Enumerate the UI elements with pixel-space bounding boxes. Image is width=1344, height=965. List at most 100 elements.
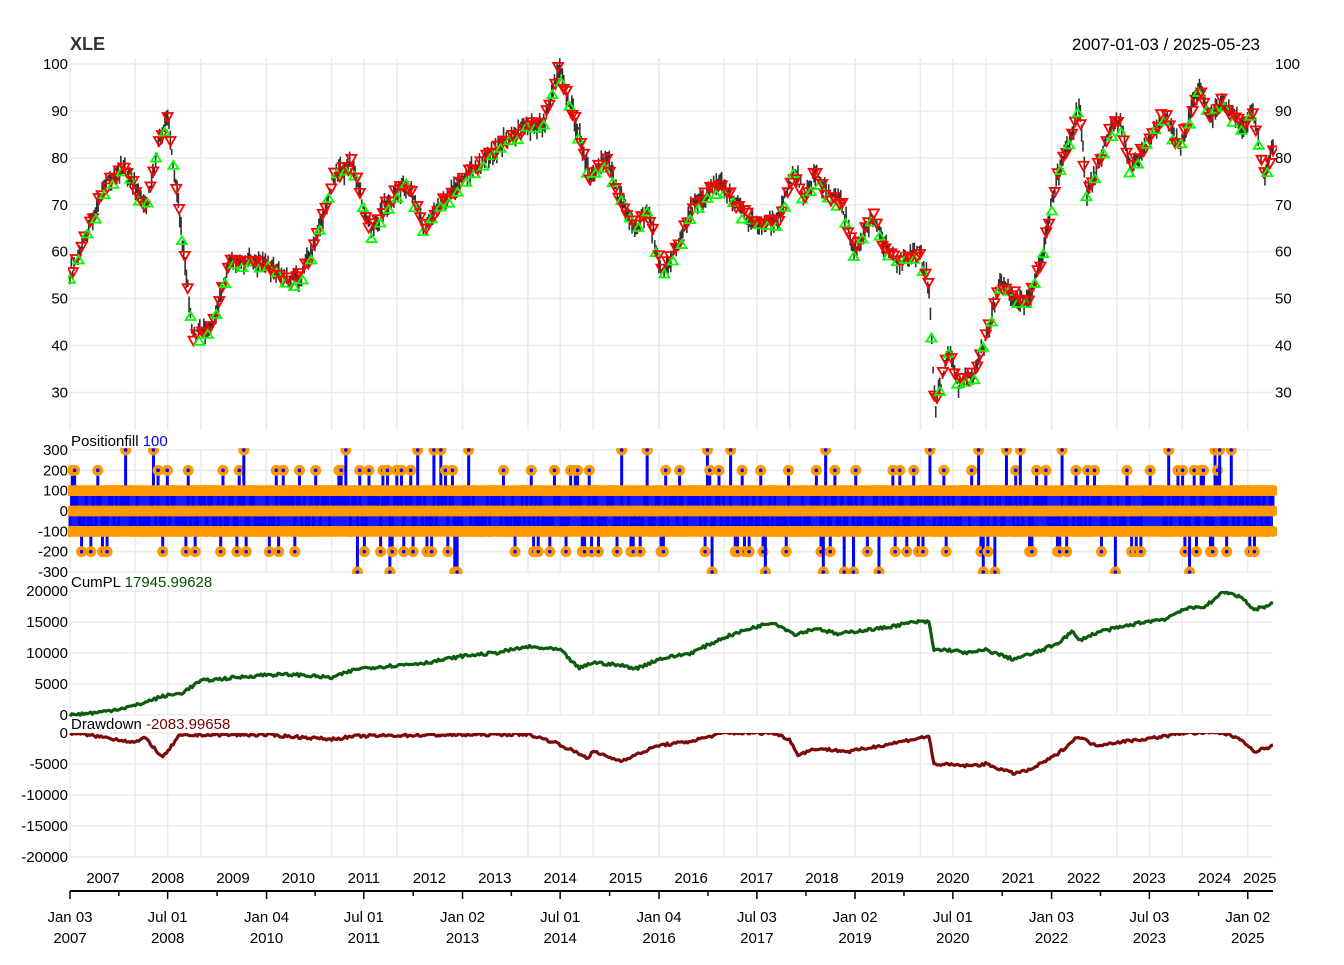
positionfill-point-center bbox=[1125, 468, 1129, 473]
positionfill-point-center bbox=[529, 468, 534, 473]
positionfill-point-center bbox=[703, 549, 707, 554]
sell-signal-marker bbox=[86, 213, 100, 226]
sell-signal-marker bbox=[534, 117, 548, 130]
positionfill-point-center bbox=[911, 468, 916, 473]
x-tick-label-year: 2017 bbox=[740, 930, 773, 947]
buy-signal-marker bbox=[985, 315, 999, 327]
drawdown-label-name: Drawdown bbox=[71, 716, 142, 733]
buy-signal-marker bbox=[924, 331, 938, 343]
positionfill-point-center bbox=[552, 468, 557, 473]
buy-signal-marker bbox=[838, 217, 852, 228]
cumpl-y-tick-label: 15000 bbox=[26, 614, 68, 631]
sell-signal-marker bbox=[1065, 128, 1079, 141]
sell-signal-marker bbox=[1163, 120, 1177, 133]
sell-signal-marker bbox=[729, 202, 743, 215]
sell-signal-marker bbox=[405, 185, 419, 198]
buy-signal-marker bbox=[873, 230, 887, 241]
year-label: 2017 bbox=[740, 870, 773, 887]
sell-signal-marker bbox=[362, 222, 376, 235]
positionfill-point-center bbox=[357, 468, 362, 473]
buy-signal-marker bbox=[166, 159, 180, 170]
x-tick-label-year: 2025 bbox=[1231, 930, 1264, 947]
x-tick-label-year: 2023 bbox=[1133, 930, 1166, 947]
sell-signal-marker bbox=[1254, 154, 1269, 167]
chart-title: XLE bbox=[70, 34, 105, 54]
buy-signal-marker bbox=[218, 277, 232, 288]
sell-signal-marker bbox=[772, 216, 786, 228]
buy-signal-marker bbox=[674, 238, 689, 249]
buy-signal-marker bbox=[1252, 139, 1266, 150]
sell-signal-marker bbox=[281, 272, 295, 285]
sell-signal-marker bbox=[758, 220, 772, 232]
sell-signal-marker bbox=[229, 255, 244, 267]
price-panel: 30 30 40 40 50 50 60 60 70 70 80 80 90 90 100 100 bbox=[43, 56, 1300, 418]
sell-signal-marker bbox=[715, 180, 729, 193]
buy-signal-marker bbox=[132, 194, 146, 206]
positionfill-point-center bbox=[587, 468, 592, 473]
buy-signal-marker bbox=[778, 201, 792, 212]
positionfill-point-center bbox=[1030, 549, 1034, 554]
sell-signal-marker bbox=[350, 172, 364, 185]
positionfill-point-center bbox=[898, 468, 902, 473]
sell-signal-marker bbox=[970, 361, 984, 374]
buy-signal-marker bbox=[80, 227, 94, 239]
buy-signal-marker bbox=[183, 310, 198, 321]
positionfill-point-center bbox=[986, 549, 990, 554]
buy-signal-marker bbox=[640, 205, 654, 217]
buy-signal-marker bbox=[795, 192, 809, 204]
positionfill-point-center bbox=[969, 468, 974, 473]
positionfill-point-center bbox=[717, 468, 721, 473]
sell-signal-marker bbox=[1246, 108, 1260, 121]
positionfill-y-tick-label: 0 bbox=[60, 503, 68, 520]
drawdown-y-tick-label: -20000 bbox=[21, 849, 68, 866]
positionfill-point-center bbox=[851, 570, 856, 574]
positionfill-point bbox=[1267, 485, 1277, 497]
sell-signal-marker bbox=[672, 239, 686, 252]
buy-signal-marker bbox=[201, 328, 215, 339]
buy-signal-marker bbox=[68, 272, 77, 284]
sell-signal-marker bbox=[344, 154, 358, 166]
sell-signal-marker bbox=[1186, 105, 1200, 118]
positionfill-point-center bbox=[1018, 448, 1023, 452]
positionfill-point-center bbox=[677, 468, 682, 473]
x-tick-label-date: Jan 03 bbox=[1029, 909, 1074, 926]
sell-signal-marker bbox=[755, 218, 769, 230]
positionfill-point-center bbox=[79, 549, 84, 554]
buy-signal-marker bbox=[554, 76, 568, 87]
sell-signal-marker bbox=[1117, 135, 1131, 148]
positionfill-point-center bbox=[235, 549, 239, 554]
date-range-label: 2007-01-03 / 2025-05-23 bbox=[1072, 35, 1260, 54]
x-tick-label-date: Jan 02 bbox=[1225, 909, 1270, 926]
sell-signal-marker bbox=[1008, 286, 1022, 299]
sell-signal-marker bbox=[789, 174, 803, 187]
sell-signal-marker bbox=[324, 183, 338, 196]
sell-signal-marker bbox=[870, 218, 884, 231]
buy-signal-marker bbox=[175, 234, 189, 246]
positionfill-point-center bbox=[1217, 448, 1222, 452]
buy-signal-marker bbox=[700, 192, 715, 203]
sell-signal-marker bbox=[505, 129, 519, 142]
sell-signal-marker bbox=[583, 174, 597, 187]
cumpl-line bbox=[68, 591, 1274, 717]
positionfill-point-center bbox=[1201, 468, 1206, 473]
sell-signal-marker bbox=[764, 214, 778, 227]
positionfill-point-center bbox=[893, 549, 897, 554]
sell-signal-marker bbox=[69, 254, 83, 266]
x-tick-label-year: 2010 bbox=[250, 930, 283, 947]
buy-signal-marker bbox=[1062, 138, 1076, 150]
price-y-tick-label-right: 50 bbox=[1275, 291, 1292, 308]
positionfill-y-tick-label: -100 bbox=[38, 523, 68, 540]
sell-signal-marker bbox=[353, 187, 367, 200]
buy-signal-marker bbox=[588, 167, 603, 178]
price-y-tick-label-right: 60 bbox=[1275, 244, 1292, 261]
positionfill-point-center bbox=[631, 549, 636, 554]
positionfill-point-center bbox=[415, 448, 420, 452]
year-label: 2007 bbox=[86, 870, 119, 887]
sell-signal-marker bbox=[1214, 93, 1228, 106]
buy-signal-marker bbox=[192, 335, 206, 346]
sell-signal-marker bbox=[1263, 158, 1277, 170]
sell-signal-marker bbox=[146, 166, 160, 179]
positionfill-point-center bbox=[1060, 448, 1064, 452]
x-tick-label-date: Jan 02 bbox=[833, 909, 878, 926]
